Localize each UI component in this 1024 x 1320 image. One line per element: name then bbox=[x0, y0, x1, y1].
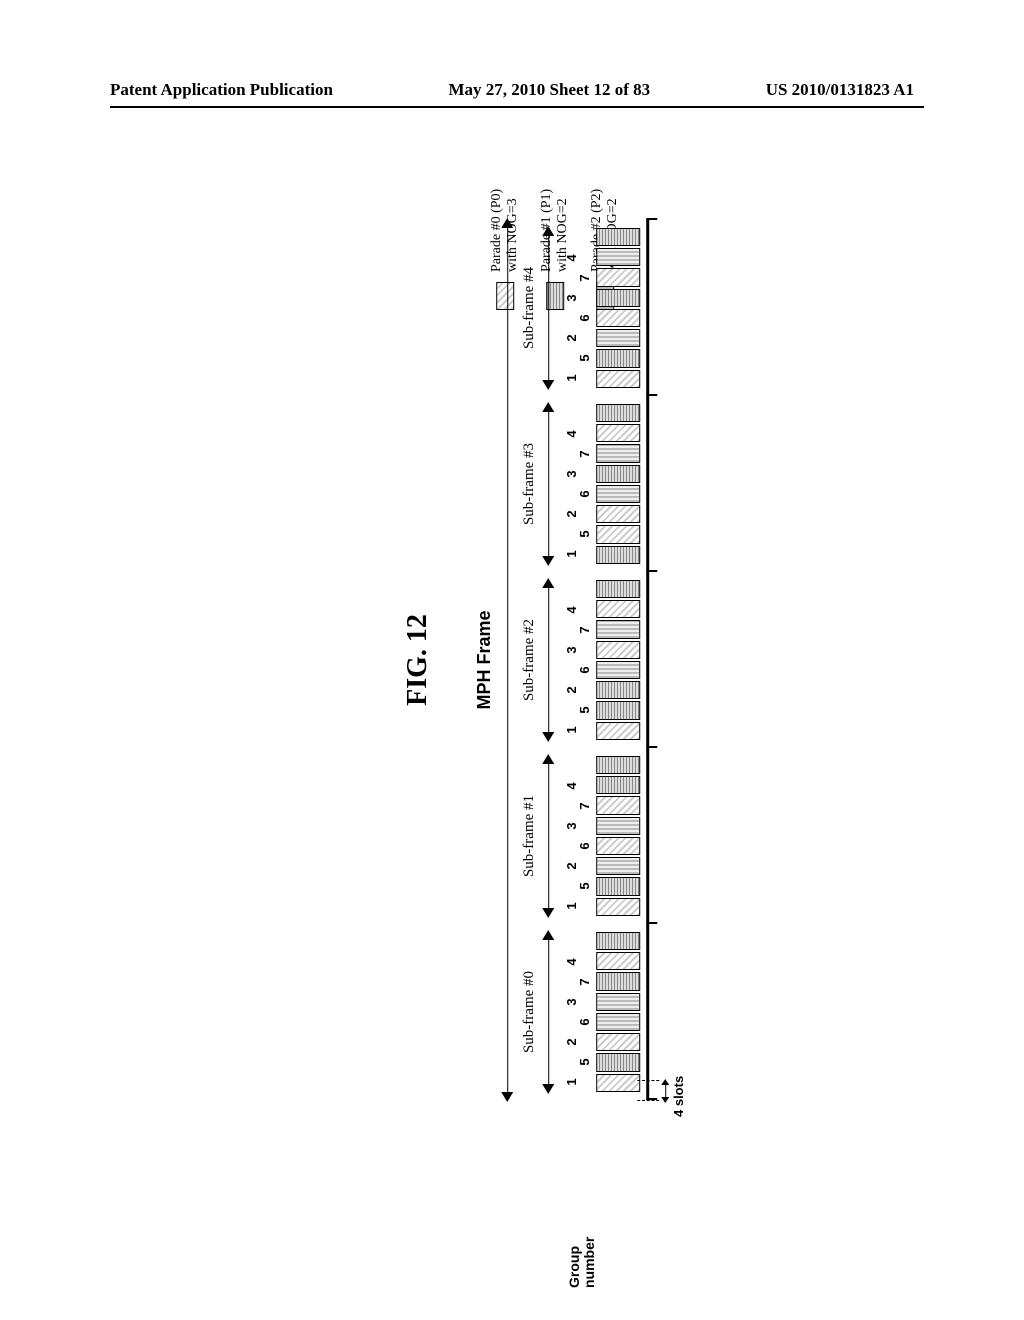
slot bbox=[596, 1054, 640, 1072]
subframe: Sub-frame #41234567 bbox=[521, 220, 640, 396]
subframe: Sub-frame #31234567 bbox=[521, 396, 640, 572]
slot-row bbox=[596, 228, 640, 388]
slot bbox=[596, 641, 640, 659]
slot bbox=[596, 973, 640, 991]
slot bbox=[596, 600, 640, 618]
subframe: Sub-frame #11234567 bbox=[521, 748, 640, 924]
slot bbox=[596, 776, 640, 794]
slot bbox=[596, 702, 640, 720]
slot bbox=[596, 878, 640, 896]
figure-title: FIG. 12 bbox=[402, 110, 434, 1210]
diagram-body: Groupnumber Sub-frame #01234567Sub-frame… bbox=[521, 110, 649, 1210]
subframe-label: Sub-frame #4 bbox=[521, 267, 538, 349]
slot bbox=[596, 580, 640, 598]
slot bbox=[596, 445, 640, 463]
slot bbox=[596, 681, 640, 699]
subframe-label: Sub-frame #3 bbox=[521, 443, 538, 525]
subframes-row: Sub-frame #01234567Sub-frame #11234567Su… bbox=[521, 110, 640, 1210]
slot bbox=[596, 661, 640, 679]
slot bbox=[596, 621, 640, 639]
axis-tick bbox=[646, 922, 657, 924]
slot bbox=[596, 837, 640, 855]
slot bbox=[596, 952, 640, 970]
subframe: Sub-frame #21234567 bbox=[521, 572, 640, 748]
subframe-span-arrow bbox=[542, 756, 556, 916]
slot bbox=[596, 898, 640, 916]
slot bbox=[596, 228, 640, 246]
subframe-label: Sub-frame #2 bbox=[521, 619, 538, 701]
slot-row bbox=[596, 932, 640, 1092]
slot bbox=[596, 329, 640, 347]
slot bbox=[596, 857, 640, 875]
group-numbers-row2: 567 bbox=[577, 404, 592, 564]
header-center: May 27, 2010 Sheet 12 of 83 bbox=[449, 80, 651, 100]
axis-tick bbox=[646, 394, 657, 396]
group-numbers-row2: 567 bbox=[577, 756, 592, 916]
four-slots-text: 4 slots bbox=[671, 1076, 686, 1117]
slot bbox=[596, 817, 640, 835]
page-header: Patent Application Publication May 27, 2… bbox=[0, 80, 1024, 100]
slot bbox=[596, 932, 640, 950]
slot bbox=[596, 370, 640, 388]
slot bbox=[596, 722, 640, 740]
group-number-label: Groupnumber bbox=[567, 1237, 598, 1288]
slot bbox=[596, 1033, 640, 1051]
group-numbers-row2: 567 bbox=[577, 932, 592, 1092]
subframe: Sub-frame #01234567 bbox=[521, 924, 640, 1100]
slot bbox=[596, 797, 640, 815]
slot bbox=[596, 404, 640, 422]
frame-span-arrow bbox=[501, 220, 515, 1100]
slot bbox=[596, 485, 640, 503]
figure-12: FIG. 12 MPH Frame Groupnumber Sub-frame … bbox=[402, 110, 622, 1210]
axis-tick bbox=[646, 570, 657, 572]
header-right: US 2010/0131823 A1 bbox=[766, 80, 914, 100]
slot-row bbox=[596, 404, 640, 564]
slot bbox=[596, 350, 640, 368]
header-left: Patent Application Publication bbox=[110, 80, 333, 100]
header-rule bbox=[110, 106, 924, 108]
slot bbox=[596, 248, 640, 266]
slot bbox=[596, 289, 640, 307]
slot bbox=[596, 424, 640, 442]
subframe-span-arrow bbox=[542, 228, 556, 388]
subframe-label: Sub-frame #0 bbox=[521, 971, 538, 1053]
subframe-span-arrow bbox=[542, 580, 556, 740]
group-numbers-row2: 567 bbox=[577, 580, 592, 740]
slot bbox=[596, 546, 640, 564]
slot bbox=[596, 993, 640, 1011]
subframe-span-arrow bbox=[542, 932, 556, 1092]
group-numbers-row2: 567 bbox=[577, 228, 592, 388]
slot bbox=[596, 1074, 640, 1092]
slot-row bbox=[596, 580, 640, 740]
subframe-label: Sub-frame #1 bbox=[521, 795, 538, 877]
slot bbox=[596, 756, 640, 774]
slot bbox=[596, 1013, 640, 1031]
slot bbox=[596, 465, 640, 483]
slot bbox=[596, 526, 640, 544]
axis-tick bbox=[646, 218, 657, 220]
slot bbox=[596, 505, 640, 523]
time-axis bbox=[646, 220, 649, 1100]
slot bbox=[596, 309, 640, 327]
axis-tick bbox=[646, 746, 657, 748]
subframe-span-arrow bbox=[542, 404, 556, 564]
slot bbox=[596, 269, 640, 287]
slot-row bbox=[596, 756, 640, 916]
